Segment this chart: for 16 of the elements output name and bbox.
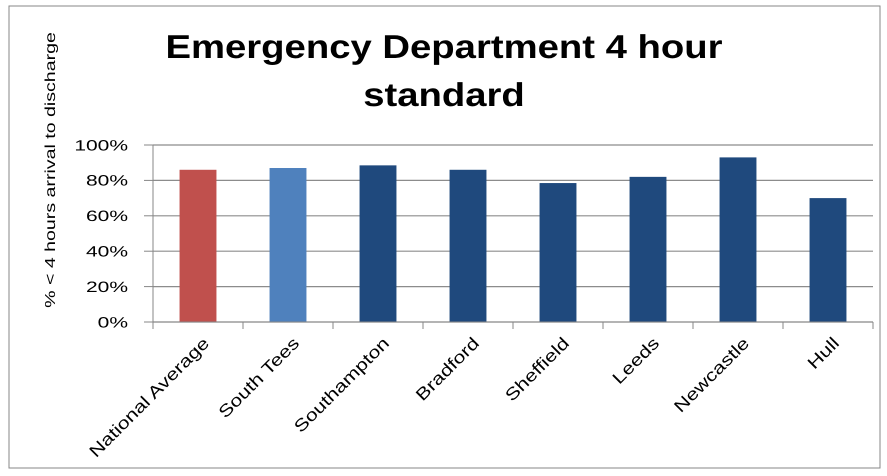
bar [180, 170, 216, 322]
bar [810, 198, 846, 322]
y-tick-label: 40% [86, 242, 128, 260]
y-tick-label: 20% [86, 278, 128, 296]
bar [270, 168, 306, 322]
bar [450, 170, 486, 322]
bar [540, 183, 576, 322]
y-axis-title: % < 4 hours arrival to discharge [42, 32, 58, 308]
y-tick-label: 0% [98, 313, 128, 331]
y-tick-label: 60% [86, 207, 128, 224]
bar [720, 157, 756, 322]
y-tick-label: 100% [74, 136, 128, 154]
bar [630, 176, 666, 322]
bar [360, 165, 396, 322]
chart-title: Emergency Department 4 hour standard [165, 28, 723, 114]
y-tick-label: 80% [86, 172, 128, 189]
